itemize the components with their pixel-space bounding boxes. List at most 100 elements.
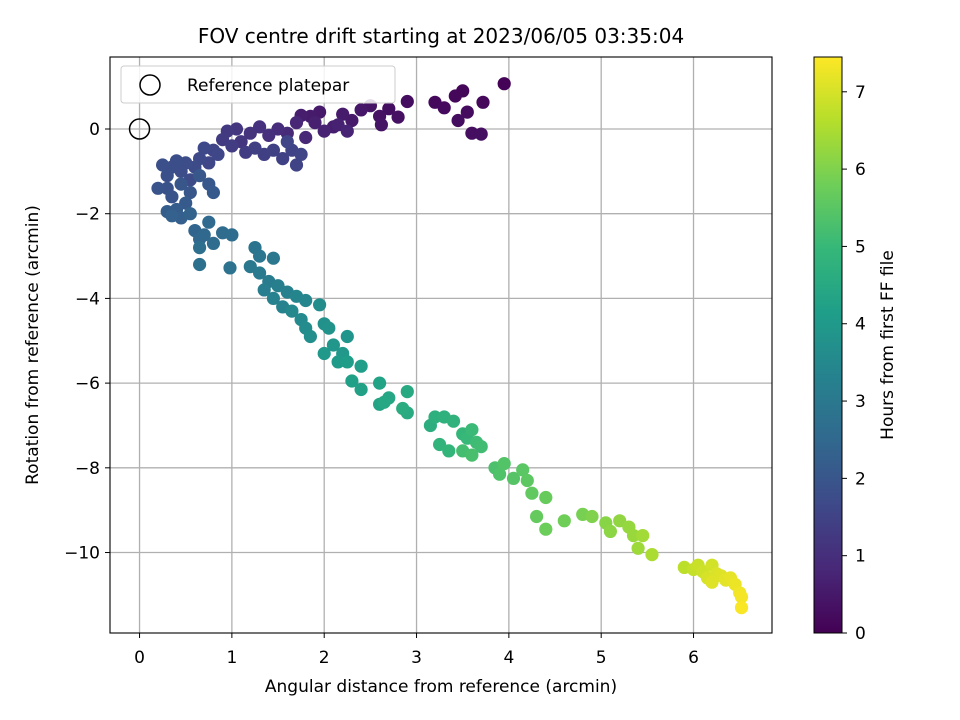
data-point [603,524,618,539]
data-point [174,177,188,191]
data-point [497,457,511,471]
legend: Reference platepar [120,65,396,104]
y-tick-label: −4 [75,289,100,309]
scatter-points [151,77,749,615]
data-point [183,207,197,221]
colorbar [813,56,843,634]
y-axis-title: Rotation from reference (arcmin) [23,205,43,485]
x-axis-ticks: 0 1 2 3 4 5 6 [134,633,699,668]
data-point [266,291,280,305]
colorbar-label: Hours from first FF file [878,250,898,440]
data-point [299,130,313,145]
data-point [193,169,207,183]
data-point [243,260,257,274]
data-point [308,116,322,130]
data-point [396,401,410,416]
data-point [437,101,451,115]
data-point [476,95,490,109]
data-point [525,486,539,500]
data-point [280,135,294,149]
data-point [539,490,553,505]
data-point [216,133,230,147]
data-point [400,385,414,399]
data-point [206,236,220,250]
data-point [151,181,165,195]
data-point [474,127,488,141]
data-point [276,152,290,166]
data-point [613,514,627,528]
data-point [354,359,368,373]
data-point [197,141,211,155]
data-point [211,147,225,161]
data-point [285,304,299,318]
colorbar-tick-label: 0 [855,624,866,644]
y-tick-label: 0 [89,120,100,140]
data-point [516,463,530,477]
data-point [626,529,641,543]
data-point [340,355,354,369]
data-point [474,440,488,454]
data-point [428,410,442,424]
data-point [225,228,239,242]
data-point [539,522,553,536]
data-point [271,279,285,293]
data-point [322,321,336,335]
data-point [442,444,456,458]
plot-area-frame [109,56,773,634]
data-point [734,601,749,615]
chart-title: FOV centre drift starting at 2023/06/05 … [198,24,684,48]
data-point [266,143,280,157]
data-point [294,147,308,161]
data-point [377,395,391,409]
data-point [391,110,405,124]
x-tick-label: 3 [411,648,422,668]
data-point [183,185,197,200]
data-point [223,261,237,275]
x-tick-label: 4 [503,648,514,668]
data-point [193,257,207,272]
data-point [520,473,534,488]
data-point [165,209,179,223]
legend-marker-icon [139,74,161,96]
data-point [374,118,388,132]
data-point [557,514,571,528]
data-point [243,126,257,140]
data-point [451,113,465,128]
legend-label: Reference platepar [187,76,349,96]
data-point [331,355,345,369]
data-point [289,116,304,130]
x-axis-title: Angular distance from reference (arcmin) [265,677,617,697]
data-point [345,113,359,128]
data-point [400,94,414,109]
data-point [460,105,474,119]
data-point [336,107,350,121]
data-point [303,329,317,344]
data-point [271,122,285,136]
data-point [493,467,507,481]
y-tick-label: −10 [64,544,100,564]
x-tick-label: 1 [226,648,237,668]
data-point [253,266,267,280]
data-point [354,103,368,117]
x-tick-label: 5 [596,648,607,668]
data-point [165,190,179,204]
grid [110,57,772,633]
data-point [465,423,479,437]
data-point [354,382,368,397]
data-point [253,249,267,263]
data-point [289,158,304,172]
data-point [202,215,216,229]
y-tick-label: −8 [75,459,100,479]
x-tick-label: 2 [319,648,330,668]
data-point [345,374,359,388]
colorbar-tick-label: 6 [855,160,866,180]
data-point [160,169,174,183]
colorbar-tick-label: 4 [855,315,866,335]
data-point [340,329,354,344]
data-point [248,141,262,155]
legend-box [120,65,396,104]
data-point [506,471,521,485]
data-point [179,196,193,210]
data-point [193,241,207,255]
